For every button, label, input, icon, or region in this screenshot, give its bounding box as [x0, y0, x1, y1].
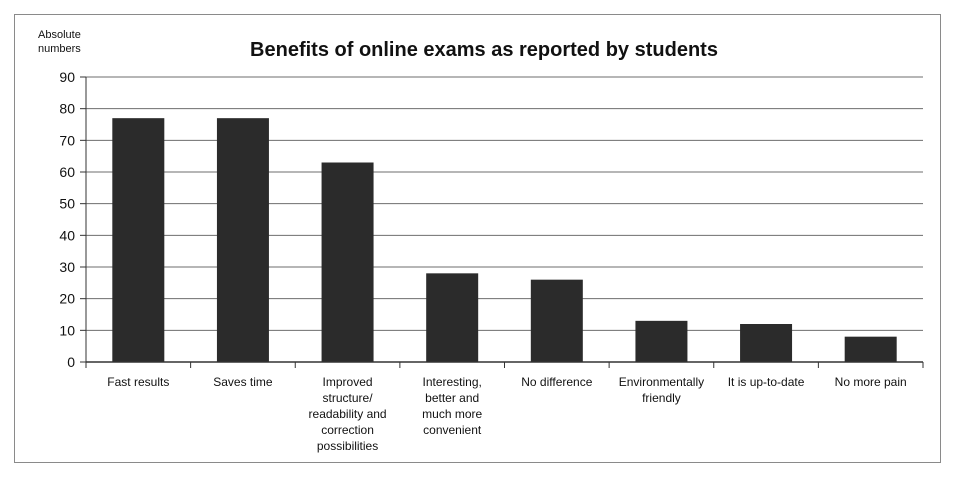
- x-tick-label: correction: [321, 423, 374, 437]
- x-tick-label: No difference: [521, 375, 592, 389]
- x-tick-label: readability and: [309, 407, 387, 421]
- x-tick-label: It is up-to-date: [728, 375, 805, 389]
- bar: [112, 118, 165, 363]
- y-axis-ticks: 0 10 20 30 40 50 60 70 80 90: [59, 69, 87, 370]
- bar: [216, 118, 269, 363]
- bar: [844, 336, 897, 362]
- x-tick-label: possibilities: [317, 439, 378, 453]
- bar: [740, 324, 793, 362]
- y-tick-label: 50: [59, 196, 75, 212]
- x-tick-label: Improved: [323, 375, 373, 389]
- bar: [530, 279, 583, 362]
- y-tick-label: 70: [59, 132, 75, 148]
- y-tick-label: 10: [59, 322, 75, 338]
- chart-frame: [14, 14, 941, 463]
- x-tick-label: Saves time: [213, 375, 273, 389]
- bar: [426, 273, 479, 362]
- gridlines: [86, 76, 923, 331]
- y-tick-label: 90: [59, 69, 75, 85]
- chart-title: Benefits of online exams as reported by …: [250, 39, 718, 61]
- y-tick-label: 20: [59, 291, 75, 307]
- x-tick-label: friendly: [642, 391, 681, 405]
- x-tick-label: much more: [422, 407, 482, 421]
- y-axis-label-line-2: numbers: [38, 43, 81, 55]
- y-tick-label: 80: [59, 101, 75, 117]
- x-axis-labels: Fast results Saves time Improved structure/…: [85, 362, 924, 453]
- x-tick-label: better and: [425, 391, 479, 405]
- bar: [321, 162, 374, 362]
- bars: [112, 118, 897, 363]
- y-tick-label: 0: [67, 354, 75, 370]
- x-tick-label: Interesting,: [423, 375, 482, 389]
- x-tick-label: No more pain: [835, 375, 907, 389]
- x-tick-label: Environmentally: [619, 375, 704, 389]
- y-axis-label-line-1: Absolute: [38, 29, 81, 41]
- y-tick-label: 30: [59, 259, 75, 275]
- bar: [635, 320, 688, 362]
- y-tick-label: 40: [59, 227, 75, 243]
- x-tick-label: convenient: [423, 423, 482, 437]
- x-tick-label: structure/: [323, 391, 374, 405]
- x-tick-label: Fast results: [107, 375, 169, 389]
- y-tick-label: 60: [59, 164, 75, 180]
